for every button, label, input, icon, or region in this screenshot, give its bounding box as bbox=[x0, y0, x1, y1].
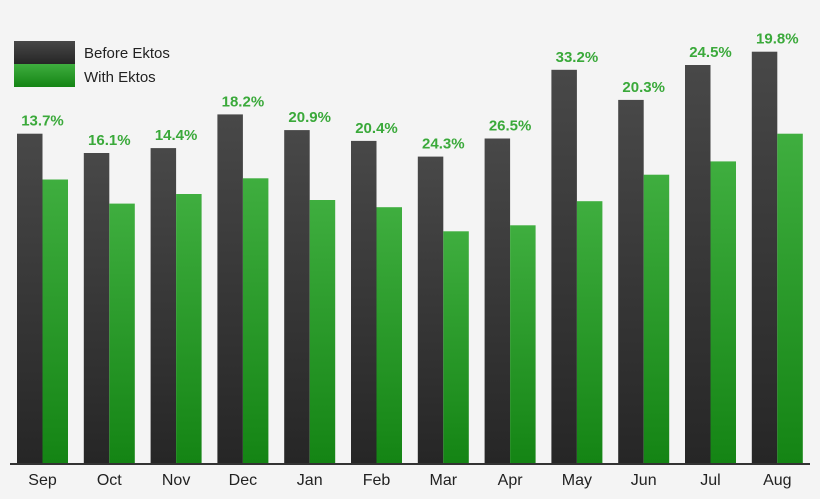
annotation-sep: 13.7% bbox=[21, 113, 64, 130]
bar-with-dec bbox=[242, 178, 269, 465]
x-tick-dec: Dec bbox=[229, 472, 257, 489]
bar-with-may bbox=[576, 201, 603, 464]
annotation-jun: 20.3% bbox=[622, 79, 665, 96]
legend-swatch-with bbox=[14, 64, 75, 87]
annotation-jan: 20.9% bbox=[288, 109, 331, 126]
bar-with-sep bbox=[42, 179, 68, 464]
bar-before-apr bbox=[484, 138, 511, 464]
x-tick-nov: Nov bbox=[162, 472, 190, 489]
bar-before-jan bbox=[284, 130, 310, 464]
x-tick-aug: Aug bbox=[763, 472, 791, 489]
bar-with-mar bbox=[443, 231, 469, 464]
annotation-dec: 18.2% bbox=[222, 93, 265, 110]
bar-with-feb bbox=[376, 207, 402, 464]
bar-before-oct bbox=[83, 153, 110, 464]
bar-before-may bbox=[551, 69, 577, 465]
bar-before-dec bbox=[217, 114, 243, 465]
bar-before-mar bbox=[417, 156, 444, 464]
annotation-oct: 16.1% bbox=[88, 132, 131, 149]
legend-label-before: Before Ektos bbox=[84, 45, 170, 62]
bars-group bbox=[17, 51, 803, 465]
x-tick-mar: Mar bbox=[430, 472, 458, 489]
x-tick-apr: Apr bbox=[498, 472, 524, 489]
annotation-may: 33.2% bbox=[556, 49, 599, 66]
bar-before-sep bbox=[17, 133, 43, 464]
annotation-feb: 20.4% bbox=[355, 120, 398, 137]
legend-swatch-before bbox=[14, 41, 75, 64]
bar-with-aug bbox=[777, 133, 803, 464]
bar-with-jun bbox=[643, 174, 670, 464]
annotation-mar: 24.3% bbox=[422, 136, 465, 153]
bar-with-jan bbox=[309, 200, 336, 464]
x-tick-jul: Jul bbox=[700, 472, 720, 489]
x-tick-sep: Sep bbox=[28, 472, 57, 489]
legend-label-with: With Ektos bbox=[84, 69, 156, 86]
annotation-jul: 24.5% bbox=[689, 44, 732, 61]
bar-before-nov bbox=[150, 148, 177, 464]
bar-before-feb bbox=[351, 140, 377, 464]
x-tick-jan: Jan bbox=[297, 472, 323, 489]
x-axis-ticks: Sep Oct Nov Dec Jan Feb Mar Apr May Jun Jul Aug bbox=[28, 472, 791, 489]
annotation-aug: 19.8% bbox=[756, 31, 799, 48]
x-tick-may: May bbox=[562, 472, 592, 489]
bar-with-nov bbox=[176, 194, 202, 464]
bar-with-apr bbox=[510, 225, 536, 464]
x-tick-feb: Feb bbox=[363, 472, 391, 489]
bar-with-jul bbox=[710, 161, 736, 464]
x-tick-jun: Jun bbox=[631, 472, 657, 489]
bar-with-oct bbox=[109, 203, 135, 464]
bar-before-jul bbox=[685, 65, 711, 464]
bar-before-aug bbox=[751, 51, 778, 464]
legend: Before Ektos With Ektos bbox=[14, 41, 170, 87]
annotation-nov: 14.4% bbox=[155, 127, 198, 144]
annotation-apr: 26.5% bbox=[489, 118, 532, 135]
annotations-group: 13.7% 16.1% 14.4% 18.2% 20.9% 20.4% 24.3% 26.5%… bbox=[21, 31, 798, 153]
x-tick-oct: Oct bbox=[97, 472, 122, 489]
bar-before-jun bbox=[618, 99, 644, 465]
